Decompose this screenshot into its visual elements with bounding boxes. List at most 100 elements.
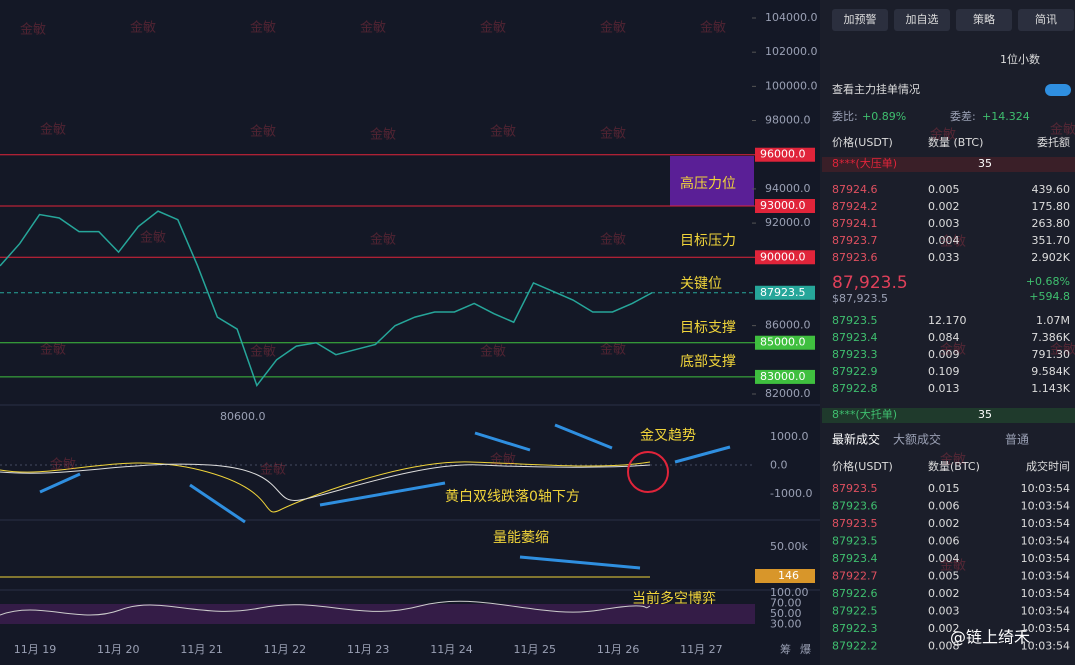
ask-price: 87923.6 [832,251,878,264]
precision[interactable]: 1位小数 [1000,52,1040,66]
trade-time: 10:03:54 [1021,605,1070,618]
watermark: 金敏 [490,452,516,468]
watermark: 金敏 [40,122,66,138]
bid-qty: 0.009 [928,348,960,361]
x-tick-label: 11月 26 [597,643,640,656]
header: 数量 (BTC) [928,136,983,149]
watermark: 金敏 [1050,342,1075,358]
bid-price: 87922.8 [832,382,878,395]
macd-tick: 1000.0 [770,430,809,443]
signal-line [0,463,651,501]
annotation: 量能萎缩 [493,530,549,546]
x-tick-label: 11月 19 [14,643,57,656]
trade-time: 10:03:54 [1021,570,1070,583]
level-label: 83000.0 [760,370,806,383]
watermark: 金敏 [360,20,386,36]
main-orders: 查看主力挂单情况 [832,82,920,96]
watermark: 金敏 [600,342,626,358]
button[interactable] [1018,9,1074,31]
watermark: 金敏 [700,20,726,36]
ask-qty: 0.004 [928,234,960,247]
last-usd: $87,923.5 [832,292,888,305]
trade-qty: 0.006 [928,535,960,548]
bid-qty: 12.170 [928,314,967,327]
trade-price: 87923.4 [832,552,878,565]
big-bid: 8***(大托单) [832,407,897,421]
highlight-circle [627,451,669,493]
watermark: 金敏 [250,20,276,36]
trade-time: 10:03:54 [1021,587,1070,600]
bid-amount: 1.07M [1036,314,1070,327]
level-label: 90000.0 [760,250,806,263]
button[interactable] [894,9,950,31]
ask-amount: 263.80 [1032,217,1071,230]
watermark: 金敏 [260,462,286,478]
price-line [0,210,653,388]
bid-amount: 1.143K [1031,382,1070,395]
trade-qty: 0.006 [928,500,960,513]
bid-price: 87923.5 [832,314,878,327]
y-tick-label: 102000.0 [765,45,818,58]
tab[interactable]: 最新成交 [832,432,880,447]
trade-qty: 0.008 [928,640,960,653]
bid-price: 87923.3 [832,348,878,361]
trade-qty: 0.003 [928,605,960,618]
ratio-label: 委比: [832,110,858,123]
rsi-line [0,600,651,616]
rsi-tick: 50.00 [770,607,802,620]
level-note: 关键位 [680,276,722,292]
trade-qty: 0.002 [928,517,960,530]
big-bid-qty: 35 [978,408,992,421]
bid-amount: 791.30 [1032,348,1071,361]
ratio: +0.89% [862,110,906,123]
level-box [755,147,815,162]
tab[interactable]: 普通 [1005,433,1029,447]
watermark: 金敏 [40,342,66,358]
change-pct: +0.68% [1026,275,1070,288]
button[interactable] [956,9,1012,31]
button[interactable] [832,9,888,31]
watermark: 金敏 [250,344,276,360]
header: 价格(USDT) [832,459,893,473]
watermark: 金敏 [600,232,626,248]
y-tick-label: 92000.0 [765,216,811,229]
level-note: 底部支撑 [680,354,736,370]
level-box [755,285,815,300]
ask-amount: 351.70 [1032,234,1071,247]
volume-tick: 50.00k [770,540,808,553]
y-tick-label: 86000.0 [765,319,811,332]
chart-bg [0,0,820,665]
trade-time: 10:03:54 [1021,622,1070,635]
bid-qty: 0.013 [928,382,960,395]
rsi-tick: 30.00 [770,618,802,631]
low-label: 80600.0 [220,410,266,423]
watermark: 金敏 [370,232,396,248]
rsi-band [0,604,755,624]
y-tick-label: 94000.0 [765,182,811,195]
watermark: 金敏 [370,127,396,143]
level-note: 高压力位 [680,175,736,192]
x-tick-label: 11月 23 [347,643,390,656]
tab[interactable]: 大额成交 [893,432,941,447]
trade-qty: 0.002 [928,587,960,600]
x-tick-label: 11月 24 [430,643,473,656]
volume-badge [755,569,815,583]
y-tick-label: 82000.0 [765,387,811,400]
ask-amount: 175.80 [1032,200,1071,213]
corner: 爆 [800,642,811,656]
level-label: 87923.5 [760,286,806,299]
header: 委托额 [1037,135,1070,149]
bid-price: 87923.4 [832,331,878,344]
watermark: 金敏 [250,124,276,140]
trade-price: 87922.3 [832,622,878,635]
panel-bg [820,0,1075,665]
toggle[interactable] [1045,84,1071,96]
x-tick-label: 11月 27 [680,643,723,656]
level-label: 96000.0 [760,148,806,161]
macd-tick: 0.0 [770,459,788,472]
trade-time: 10:03:54 [1021,535,1070,548]
watermark: 金敏 [480,344,506,360]
last-price: 87,923.5 [832,273,908,293]
ask-price: 87924.2 [832,200,878,213]
watermark: 金敏 [490,124,516,140]
